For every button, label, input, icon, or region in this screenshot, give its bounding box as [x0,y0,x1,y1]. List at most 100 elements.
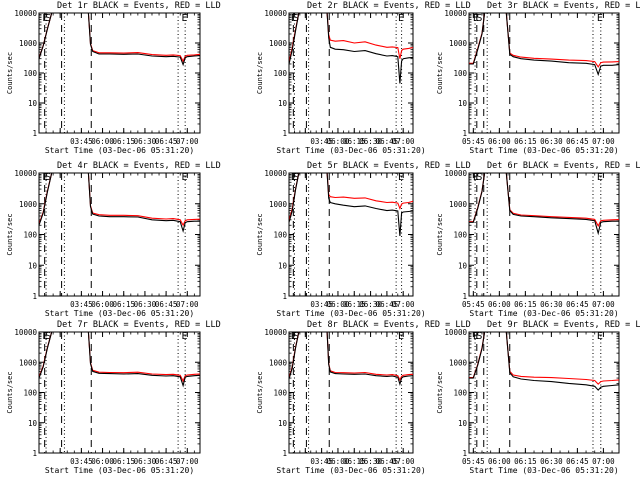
y-tick-label: 1000 [19,358,38,367]
x-tick-label: 06:15 [514,457,537,466]
series-line-lld [39,173,200,227]
marker-label: S [293,13,299,24]
x-axis-label: Start Time (03-Dec-06 05:31:20) [45,146,194,155]
x-tick-label: 06:45 [566,457,589,466]
plot-frame [38,12,201,134]
y-tick-label: 1 [282,449,287,458]
series-line-lld [39,13,200,63]
series-line-events [469,173,619,236]
plot-frame [288,172,414,297]
x-tick-label: 07:00 [592,137,615,146]
marker-label: E [597,331,603,342]
y-tick-label: 10000 [264,328,287,337]
y-tick-label: 1000 [449,39,468,48]
y-tick-label: 10000 [444,169,467,178]
x-tick-label: 03:45 [70,300,93,309]
x-tick-label: 06:15 [343,300,366,309]
y-tick-label: 1 [462,449,467,458]
y-tick-label: 10000 [14,169,37,178]
x-axis-label: Start Time (03-Dec-06 05:31:20) [469,146,618,155]
x-tick-label: 06:45 [566,137,589,146]
panel-title: Det 1r BLACK = Events, RED = LLD [57,1,221,11]
x-tick-label: 07:00 [592,457,615,466]
panel-title: Det 9r BLACK = Events, RED = LLD [487,320,640,330]
y-tick-label: 10000 [14,9,37,18]
y-tick-label: 10000 [444,9,467,18]
marker-label: E [473,13,479,24]
panel-title: Det 5r BLACK = Events, RED = LLD [307,161,471,171]
y-axis-label: Counts/sec [256,213,264,255]
series-line-events [289,332,413,387]
x-tick-label: 06:30 [540,300,563,309]
y-tick-label: 10 [458,419,468,428]
y-axis-label: Counts/sec [256,371,264,413]
x-tick-label: 07:00 [392,457,415,466]
x-axis-label: Start Time (03-Dec-06 05:31:20) [469,466,618,475]
series-line-events [469,332,619,391]
marker-label: S [293,172,299,183]
marker-label: E [181,13,187,24]
y-tick-label: 100 [23,69,37,78]
y-tick-label: 1 [32,129,37,138]
marker-label: S [476,172,482,183]
y-tick-label: 10000 [264,169,287,178]
x-tick-label: 06:30 [134,137,157,146]
x-tick-label: 06:30 [359,457,382,466]
x-tick-label: 05:45 [462,300,485,309]
x-tick-label: 06:00 [91,457,114,466]
y-tick-label: 1000 [269,200,288,209]
x-axis-label: Start Time (03-Dec-06 05:31:20) [45,309,194,318]
y-tick-label: 100 [23,389,37,398]
panel-title: Det 3r BLACK = Events, RED = LLD [487,1,640,11]
marker-label: E [291,172,297,183]
x-tick-label: 07:00 [592,300,615,309]
x-tick-label: 06:15 [343,457,366,466]
y-axis-label: Counts/sec [256,52,264,94]
y-tick-label: 10000 [444,328,467,337]
panel-det-5r: Det 5r BLACK = Events, RED = LLD11010010… [256,161,471,318]
series-line-events [289,13,413,84]
marker-label: S [293,331,299,342]
x-tick-label: 06:30 [540,457,563,466]
x-tick-label: 07:00 [176,300,199,309]
y-tick-label: 100 [453,69,467,78]
series-line-events [39,173,200,234]
y-tick-label: 1 [32,292,37,301]
x-axis-label: Start Time (03-Dec-06 05:31:20) [469,309,618,318]
marker-label: E [181,172,187,183]
marker-label: E [291,13,297,24]
panel-title: Det 7r BLACK = Events, RED = LLD [57,320,221,330]
x-tick-label: 06:00 [488,457,511,466]
x-tick-label: 06:45 [376,457,399,466]
x-tick-label: 06:00 [327,137,350,146]
x-tick-label: 06:30 [134,300,157,309]
y-tick-label: 1000 [269,358,288,367]
marker-label: E [597,172,603,183]
y-tick-label: 100 [23,231,37,240]
x-tick-label: 03:45 [310,457,333,466]
panel-det-1r: Det 1r BLACK = Events, RED = LLD 1 10 100 10… [6,1,221,155]
x-tick-label: 06:00 [91,300,114,309]
marker-label: S [476,13,482,24]
y-tick-label: 1 [282,292,287,301]
x-tick-label: 06:15 [112,457,135,466]
y-tick-label: 1000 [449,200,468,209]
x-tick-label: 06:15 [514,137,537,146]
plot-frame [288,331,414,454]
y-axis-label: Counts/sec [6,371,14,413]
x-tick-label: 06:15 [343,137,366,146]
x-tick-label: 03:45 [70,457,93,466]
marker-label: E [181,331,187,342]
plot-frame [38,172,201,297]
x-tick-label: 07:00 [176,137,199,146]
y-axis-label: Counts/sec [436,52,444,94]
x-tick-label: 06:15 [112,300,135,309]
x-tick-label: 06:45 [155,137,178,146]
x-tick-label: 07:00 [392,300,415,309]
y-tick-label: 10 [278,419,288,428]
y-tick-label: 10 [28,419,38,428]
x-tick-label: 03:45 [70,137,93,146]
x-tick-label: 07:00 [392,137,415,146]
y-tick-label: 100 [453,389,467,398]
